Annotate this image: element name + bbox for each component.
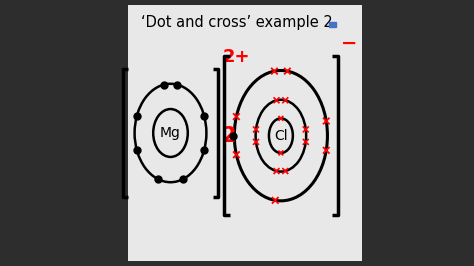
FancyBboxPatch shape bbox=[128, 5, 362, 261]
Ellipse shape bbox=[269, 118, 293, 153]
Text: 2: 2 bbox=[221, 126, 236, 146]
Bar bbox=[329, 22, 336, 27]
Text: ‘Dot and cross’ example 2: ‘Dot and cross’ example 2 bbox=[141, 15, 333, 30]
Ellipse shape bbox=[234, 70, 328, 201]
Ellipse shape bbox=[255, 100, 306, 172]
Text: 2+: 2+ bbox=[222, 48, 250, 66]
Text: −: − bbox=[341, 34, 358, 53]
Text: Cl: Cl bbox=[274, 129, 288, 143]
Text: Mg: Mg bbox=[160, 126, 181, 140]
